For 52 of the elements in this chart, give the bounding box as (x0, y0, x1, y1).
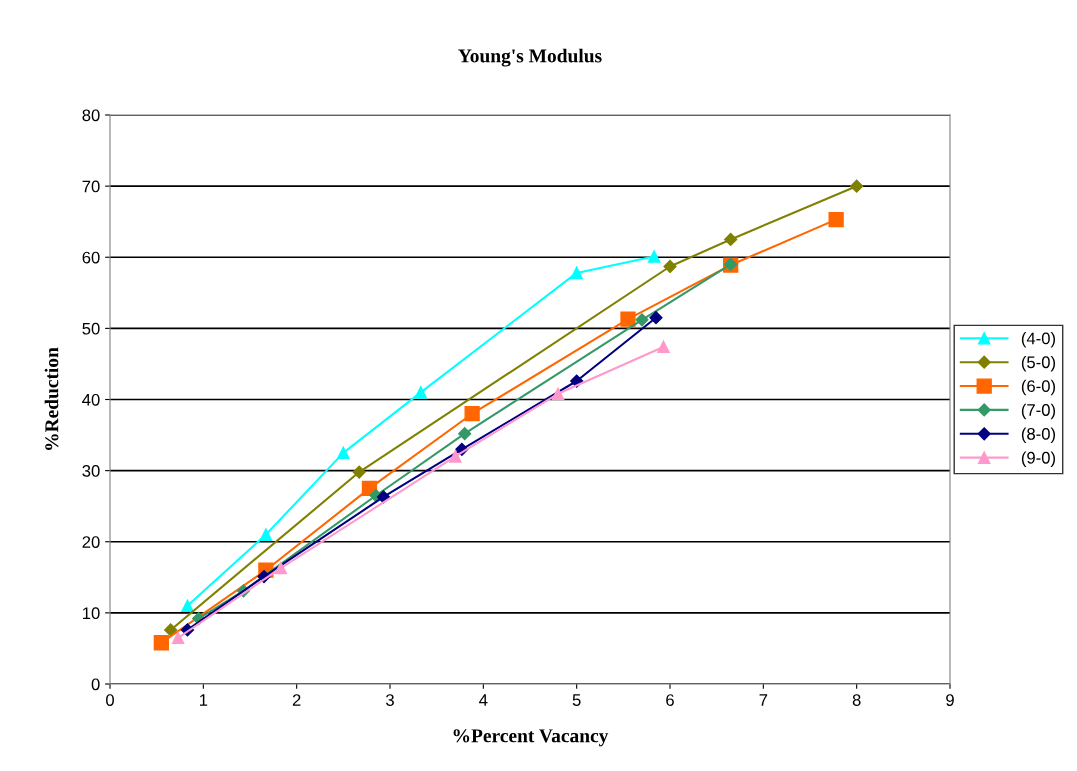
x-tick-label: 7 (759, 694, 768, 706)
point (635, 313, 649, 327)
point (414, 386, 428, 399)
y-tick-label: 40 (82, 393, 100, 406)
point (551, 387, 565, 401)
point (259, 528, 273, 541)
point (337, 446, 350, 460)
point (171, 631, 185, 645)
point (352, 465, 366, 479)
point (458, 427, 472, 441)
x-tick-label: 0 (106, 694, 114, 706)
legend-label: (8-0) (1021, 427, 1056, 444)
x-tick-label: 5 (572, 694, 581, 706)
point (663, 259, 677, 274)
x-tick-label: 6 (666, 694, 674, 706)
y-tick-label: 70 (82, 180, 100, 193)
point (828, 211, 844, 228)
point (274, 561, 288, 575)
point (570, 266, 583, 280)
legend-label: (4-0) (1021, 332, 1056, 348)
y-tick-label: 30 (82, 465, 100, 477)
point (850, 179, 864, 193)
x-tick-label: 2 (292, 694, 301, 706)
legend-label: (5-0) (1021, 355, 1056, 372)
y-tick-label: 10 (83, 607, 100, 620)
x-tick-label: 3 (386, 694, 394, 706)
point (464, 406, 480, 422)
x-tick-label: 9 (946, 694, 954, 706)
point (181, 599, 194, 613)
y-tick-label: 0 (91, 678, 100, 691)
point (649, 311, 663, 325)
y-axis-title: %Reduction (44, 347, 59, 450)
x-tick-label: 4 (479, 694, 488, 706)
y-tick-label: 50 (82, 322, 100, 335)
y-tick-label: 20 (82, 536, 100, 548)
x-tick-label: 1 (199, 694, 208, 706)
point (620, 311, 636, 327)
legend-label: (9-0) (1021, 451, 1056, 467)
chart-title: Young's Modulus (458, 48, 602, 67)
x-axis-title: %Percent Vacancy (453, 729, 609, 747)
point (657, 340, 670, 354)
point (153, 635, 169, 651)
legend-label: (7-0) (1021, 403, 1056, 420)
point (449, 450, 462, 463)
point (647, 250, 661, 263)
point (164, 623, 178, 637)
point (724, 232, 738, 247)
point (376, 490, 391, 504)
legend-label: (6-0) (1021, 379, 1056, 396)
y-tick-label: 60 (82, 251, 100, 264)
y-tick-label: 80 (82, 109, 100, 122)
x-tick-label: 8 (852, 694, 861, 706)
